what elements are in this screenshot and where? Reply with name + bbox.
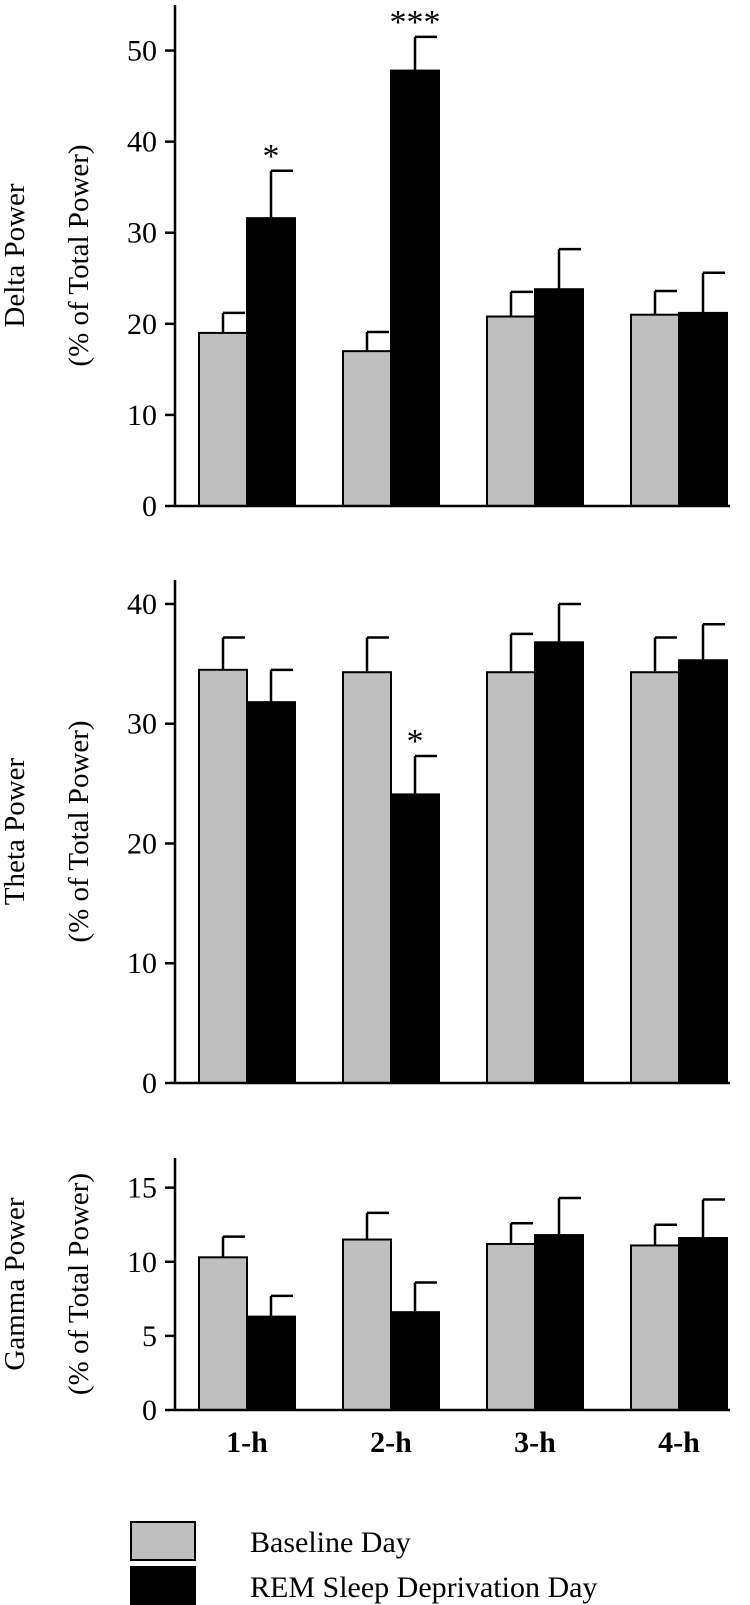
y-axis-label: Theta Power xyxy=(0,757,31,905)
bar-rem-1-h xyxy=(246,217,296,507)
bar-rem-2-h xyxy=(390,1311,440,1411)
y-axis-label: Delta Power xyxy=(0,183,31,327)
y-tick-label: 50 xyxy=(127,35,157,68)
y-tick-label: 0 xyxy=(142,490,157,523)
bar-rem-2-h xyxy=(390,793,440,1084)
x-tick-label-1-h: 1-h xyxy=(226,1426,268,1459)
x-tick-label-4-h: 4-h xyxy=(658,1426,700,1459)
y-axis-label: (% of Total Power) xyxy=(63,720,95,942)
y-tick-label: 10 xyxy=(127,1246,157,1279)
significance-marker: *** xyxy=(390,4,441,41)
y-axis-label: (% of Total Power) xyxy=(63,1173,95,1395)
y-tick-label: 20 xyxy=(127,308,157,341)
bar-baseline-4-h xyxy=(630,1244,680,1412)
y-tick-label: 30 xyxy=(127,217,157,250)
y-tick-label: 40 xyxy=(127,126,157,159)
bar-baseline-1-h xyxy=(198,1256,248,1411)
bar-rem-4-h xyxy=(678,1237,728,1412)
bar-baseline-4-h xyxy=(630,313,680,507)
bar-baseline-3-h xyxy=(486,671,536,1084)
bar-baseline-1-h xyxy=(198,331,248,507)
legend-label-rem: REM Sleep Deprivation Day xyxy=(250,1571,597,1604)
significance-marker: * xyxy=(263,138,280,175)
bar-baseline-2-h xyxy=(342,671,392,1084)
bar-rem-2-h xyxy=(390,69,440,508)
bar-baseline-3-h xyxy=(486,1242,536,1411)
bar-baseline-3-h xyxy=(486,315,536,507)
y-axis-label: (% of Total Power) xyxy=(63,144,95,366)
bar-rem-3-h xyxy=(534,641,584,1084)
y-tick-label: 30 xyxy=(127,708,157,741)
bar-rem-3-h xyxy=(534,288,584,507)
bar-baseline-1-h xyxy=(198,668,248,1084)
bar-baseline-4-h xyxy=(630,671,680,1084)
x-tick-label-2-h: 2-h xyxy=(370,1426,412,1459)
y-tick-label: 20 xyxy=(127,827,157,860)
y-axis-label: Gamma Power xyxy=(0,1197,31,1370)
bar-rem-3-h xyxy=(534,1234,584,1412)
bar-rem-1-h xyxy=(246,1315,296,1412)
bar-baseline-2-h xyxy=(342,350,392,507)
y-tick-label: 0 xyxy=(142,1394,157,1427)
panel-1: * 0 10 20 30 40 Theta Power (% of Total Power) xyxy=(0,580,730,1100)
panel-2: 0 5 10 15 Gamma Power (% of Total Power) xyxy=(0,1158,730,1427)
x-tick-label-3-h: 3-h xyxy=(514,1426,556,1459)
bar-rem-4-h xyxy=(678,659,728,1084)
category-labels: 1-h 2-h 3-h 4-h xyxy=(226,1426,700,1459)
significance-marker: * xyxy=(407,723,424,760)
y-tick-label: 10 xyxy=(127,947,157,980)
bar-rem-4-h xyxy=(678,311,728,507)
y-tick-label: 40 xyxy=(127,588,157,621)
y-tick-label: 5 xyxy=(142,1320,157,1353)
legend-swatch-rem xyxy=(130,1566,196,1605)
y-tick-label: 15 xyxy=(127,1172,157,1205)
y-tick-label: 10 xyxy=(127,399,157,432)
bar-baseline-2-h xyxy=(342,1238,392,1411)
bar-rem-1-h xyxy=(246,701,296,1085)
legend-label-baseline: Baseline Day xyxy=(250,1526,411,1559)
legend-swatch-baseline xyxy=(130,1521,196,1561)
legend: Baseline Day REM Sleep Deprivation Day xyxy=(130,1521,597,1605)
y-tick-label: 0 xyxy=(142,1067,157,1100)
